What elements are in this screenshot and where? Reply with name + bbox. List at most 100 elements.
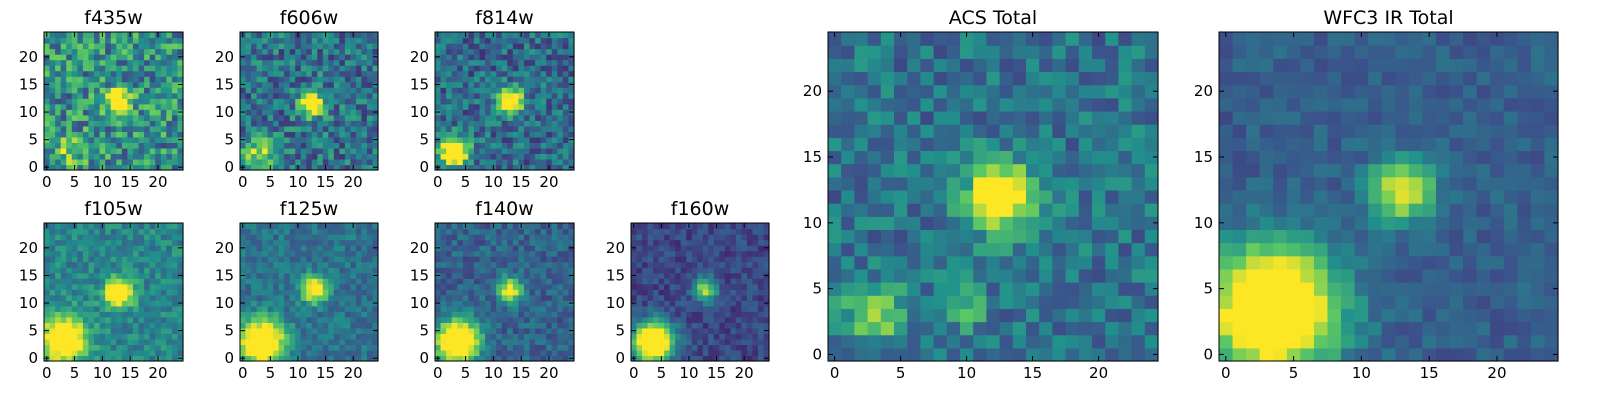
heatmap-cell [82, 131, 90, 138]
heatmap-cell [99, 37, 106, 44]
heatmap-cell [245, 234, 252, 241]
heatmap-cell [110, 164, 117, 171]
heatmap-cell [311, 223, 318, 230]
heatmap-cell [546, 261, 553, 268]
heatmap-cell [1012, 229, 1027, 244]
heatmap-cell [468, 294, 475, 301]
heatmap-cell [1144, 295, 1159, 309]
heatmap-cell [344, 65, 351, 72]
heatmap-cell [60, 261, 67, 268]
heatmap-cell [473, 289, 481, 296]
heatmap-cell [333, 153, 340, 160]
heatmap-cell [273, 43, 280, 50]
heatmap-cell [462, 92, 469, 99]
heatmap-cell [435, 234, 442, 241]
heatmap-cell [894, 163, 908, 178]
heatmap-cell [664, 289, 671, 296]
heatmap-cell [295, 65, 302, 72]
heatmap-cell [828, 203, 842, 217]
y-tick-label: 10 [19, 294, 38, 312]
heatmap-cell [473, 120, 481, 127]
heatmap-cell [60, 136, 67, 143]
heatmap-cell [501, 333, 508, 340]
heatmap-cell [973, 189, 987, 204]
heatmap-cell [300, 316, 307, 323]
heatmap-cell [166, 278, 173, 285]
heatmap-cell [127, 147, 134, 155]
heatmap-cell [529, 305, 536, 312]
heatmap-cell [757, 250, 765, 257]
heatmap-cell [746, 338, 754, 346]
heatmap-cell [344, 103, 351, 110]
heatmap-cell [507, 158, 514, 166]
heatmap-cell [44, 92, 51, 99]
heatmap-cell [160, 131, 167, 138]
heatmap-cell [55, 103, 62, 110]
heatmap-cell [317, 120, 324, 127]
heatmap-cell [160, 81, 167, 88]
heatmap-cell [339, 261, 346, 268]
heatmap-cell [973, 229, 987, 244]
heatmap-cell [322, 103, 329, 110]
heatmap-cell [82, 245, 90, 252]
heatmap-cell [440, 120, 447, 127]
heatmap-cell [355, 92, 363, 99]
heatmap-cell [546, 283, 553, 290]
heatmap-cell [540, 54, 547, 61]
y-tick-label: 15 [19, 266, 38, 284]
heatmap-cell [708, 289, 715, 296]
heatmap-cell [535, 283, 542, 290]
heatmap-cell [462, 43, 469, 50]
heatmap-cell [295, 109, 302, 116]
heatmap-cell [177, 261, 184, 268]
heatmap-cell [138, 223, 145, 230]
heatmap-cell [933, 150, 948, 165]
heatmap-cell [540, 300, 547, 307]
heatmap-cell [155, 87, 162, 94]
heatmap-cell [339, 147, 346, 155]
heatmap-cell [523, 322, 531, 329]
heatmap-cell [697, 349, 704, 357]
heatmap-cell [267, 300, 274, 307]
y-tick-label: 0 [615, 349, 625, 367]
heatmap-cell [240, 92, 247, 99]
heatmap-cell [435, 158, 442, 166]
heatmap-cell [99, 70, 106, 77]
heatmap-cell [105, 316, 112, 323]
heatmap-cell [518, 125, 525, 132]
heatmap-cell [529, 256, 536, 263]
heatmap-cell [468, 76, 475, 83]
heatmap-cell [317, 239, 324, 246]
heatmap-cell [138, 338, 145, 346]
heatmap-cell [446, 131, 453, 138]
heatmap-cell [529, 223, 536, 230]
heatmap-cell [697, 316, 704, 323]
heatmap-cell [468, 54, 475, 61]
heatmap-cell [49, 283, 56, 290]
heatmap-cell [697, 327, 704, 334]
heatmap-cell [295, 147, 302, 155]
heatmap-cell [501, 164, 508, 171]
heatmap-cell [523, 278, 531, 285]
heatmap-cell [540, 261, 547, 268]
heatmap-cell [289, 136, 296, 143]
heatmap-cell [251, 245, 258, 252]
heatmap-cell [540, 65, 547, 72]
heatmap-cell [240, 239, 247, 246]
heatmap-cell [361, 59, 368, 66]
heatmap-cell [946, 203, 961, 217]
heatmap-cell [999, 216, 1014, 230]
heatmap-cell [854, 308, 869, 323]
heatmap-cell [177, 267, 184, 274]
heatmap-cell [724, 256, 731, 263]
heatmap-cell [355, 98, 363, 105]
heatmap-cell [138, 250, 145, 257]
heatmap-cell [435, 294, 442, 301]
heatmap-cell [60, 300, 67, 307]
panel-title: f125w [280, 198, 339, 220]
heatmap-cell [631, 344, 638, 351]
heatmap-cell [149, 234, 156, 241]
heatmap-cell [306, 234, 313, 241]
heatmap-cell [518, 333, 525, 340]
heatmap-cell [138, 153, 145, 160]
